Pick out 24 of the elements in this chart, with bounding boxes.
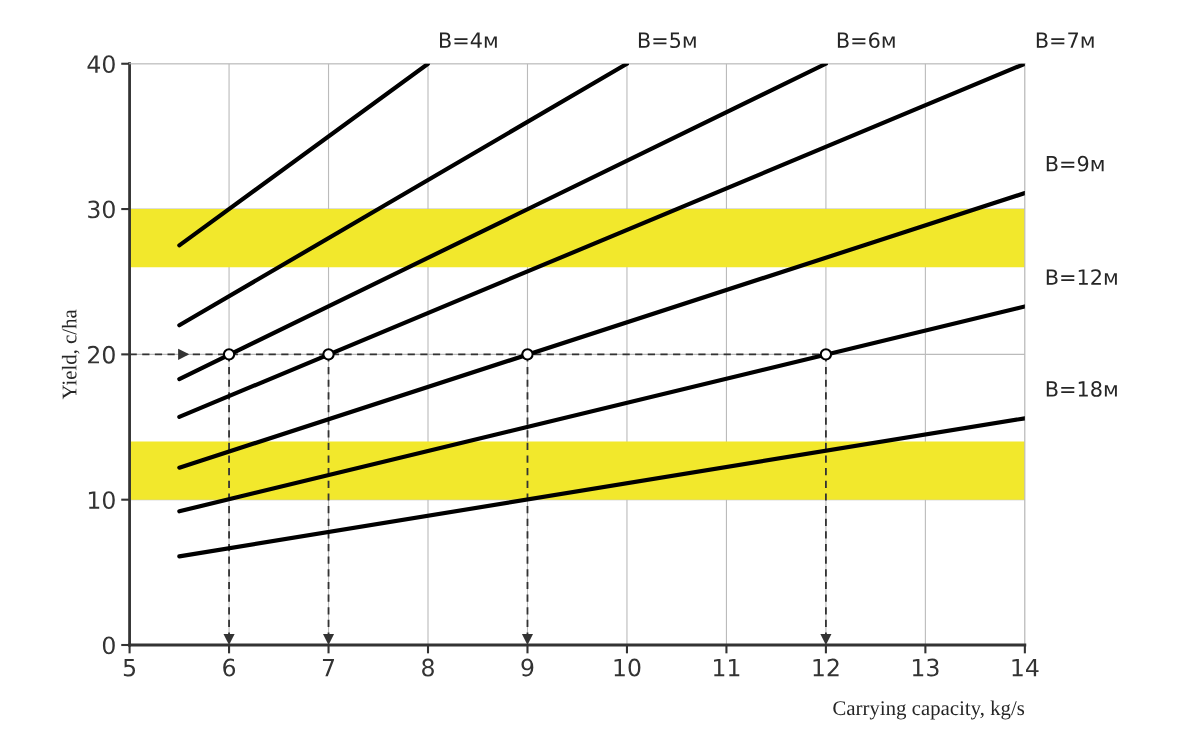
- y-axis-title: Yield, c/ha: [61, 309, 80, 400]
- series-label: В=6м: [837, 32, 895, 49]
- y-tick-label: 30: [88, 200, 115, 219]
- x-axis-title: Carrying capacity, kg/s: [833, 700, 1025, 720]
- y-tick-label: 20: [88, 345, 115, 364]
- series-label: В=9м: [1046, 155, 1104, 172]
- x-tick-label: 9: [521, 658, 534, 677]
- series-label: В=5м: [638, 32, 696, 49]
- y-tick-label: 0: [102, 636, 115, 655]
- x-tick-label: 7: [322, 658, 335, 677]
- series-label: В=4м: [440, 32, 497, 48]
- y-tick-label: 40: [87, 55, 115, 74]
- x-tick-label: 5: [123, 658, 136, 677]
- x-tick-label: 10: [614, 658, 641, 677]
- series-label: В=7м: [1036, 32, 1094, 48]
- series-label: В=12м: [1046, 269, 1117, 285]
- x-tick-label: 13: [912, 658, 939, 677]
- series-label: В=18м: [1046, 381, 1117, 397]
- x-tick-label: 8: [422, 658, 434, 677]
- y-tick-label: 10: [88, 491, 115, 509]
- x-tick-label: 11: [714, 658, 740, 677]
- x-tick-label: 6: [223, 658, 236, 677]
- x-tick-label: 14: [1012, 658, 1039, 677]
- x-tick-label: 12: [813, 658, 839, 677]
